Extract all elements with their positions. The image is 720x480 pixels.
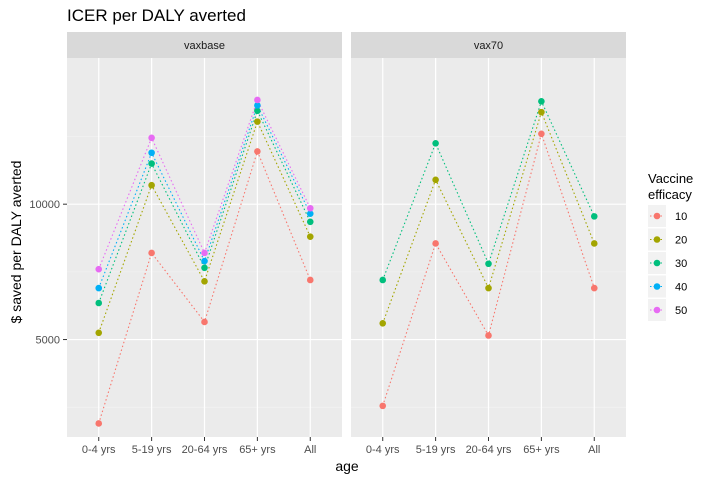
panels: vaxbase 0-4 yrs 5-19 yrs 20-64 yrs 65+ yrs Al… [29,32,626,456]
y-axis-title: $ saved per DALY averted [8,161,24,324]
series-line-30 [98,109,311,304]
legend-label: 10 [675,211,687,223]
legend-entry-30: 30 [648,252,687,274]
data-point-10 [432,240,439,247]
y-tick-label: 10000 [29,199,60,211]
x-tick-label: 5-19 yrs [132,444,172,456]
strip-label: vaxbase [184,40,225,52]
legend-label: 50 [675,305,687,317]
data-point-30 [95,299,103,307]
data-point-50 [95,265,103,273]
data-point-20 [306,233,314,240]
legend-entry-40: 40 [648,275,687,298]
x-tick-label: 5-19 yrs [416,444,456,456]
legend-key-point [653,306,661,314]
x-tick-label: 20-64 yrs [466,444,512,456]
strip-background [351,32,626,58]
legend-label: 30 [675,258,687,270]
legend-title-line-2: efficacy [648,187,692,202]
data-point-10 [201,318,208,326]
data-point-30 [306,218,314,226]
data-point-20 [432,176,439,184]
data-point-30 [590,213,598,220]
data-point-20 [538,108,545,116]
data-point-30 [432,139,439,147]
data-point-30 [538,98,545,105]
data-point-40 [95,284,103,292]
legend-entry-10: 10 [648,205,687,227]
data-point-10 [254,148,261,155]
legend: Vaccine efficacy 10 20 30 40 50 [648,171,693,321]
legend-label: 40 [675,282,687,294]
data-point-20 [254,118,261,125]
data-point-10 [148,249,155,257]
legend-entry-50: 50 [648,299,687,321]
x-tick-label: All [304,444,316,456]
chart-title: ICER per DALY averted [67,6,246,25]
data-point-40 [254,102,261,109]
series-line-40 [98,103,311,289]
x-tick-label: 0-4 yrs [366,444,400,456]
legend-key-point [653,212,661,220]
panel-vaxbase: vaxbase 0-4 yrs 5-19 yrs 20-64 yrs 65+ yrs Al… [29,32,342,456]
data-point-50 [306,204,314,212]
x-tick-label: 65+ yrs [523,444,560,456]
x-tick-label: All [588,444,600,456]
series-line-20 [98,120,311,333]
data-point-40 [148,149,155,157]
x-axis-title: age [335,458,359,474]
data-point-50 [254,96,261,104]
data-point-10 [306,276,314,284]
data-point-50 [201,249,208,257]
data-point-20 [95,329,103,337]
legend-label: 20 [675,235,687,247]
data-point-10 [95,420,103,427]
legend-key-point [653,236,661,243]
legend-key-point [653,259,661,267]
legend-key-point [653,283,661,290]
data-point-10 [379,402,387,410]
x-tick-label: 20-64 yrs [182,444,228,456]
data-point-50 [148,134,155,142]
data-point-10 [590,284,598,292]
data-point-40 [201,257,208,265]
strip-label: vax70 [474,40,503,52]
data-point-10 [485,332,492,339]
data-point-10 [538,130,545,138]
x-tick-label: 0-4 yrs [82,444,116,456]
panel-vax70: vax70 0-4 yrs 5-19 yrs 20-64 yrs 65+ yrs All [351,32,626,456]
data-point-20 [485,284,492,292]
y-tick-label: 5000 [36,335,60,347]
data-point-30 [379,276,387,284]
x-tick-label: 65+ yrs [239,444,276,456]
data-point-20 [379,320,387,327]
data-point-20 [201,278,208,285]
data-point-30 [148,160,155,167]
data-point-30 [485,260,492,268]
data-point-20 [590,240,598,247]
legend-title-line-1: Vaccine [648,171,693,186]
data-point-30 [201,264,208,272]
legend-entry-20: 20 [648,228,687,251]
data-point-30 [254,107,261,115]
data-point-20 [148,181,155,189]
strip-background [67,32,342,58]
data-point-40 [306,210,314,217]
